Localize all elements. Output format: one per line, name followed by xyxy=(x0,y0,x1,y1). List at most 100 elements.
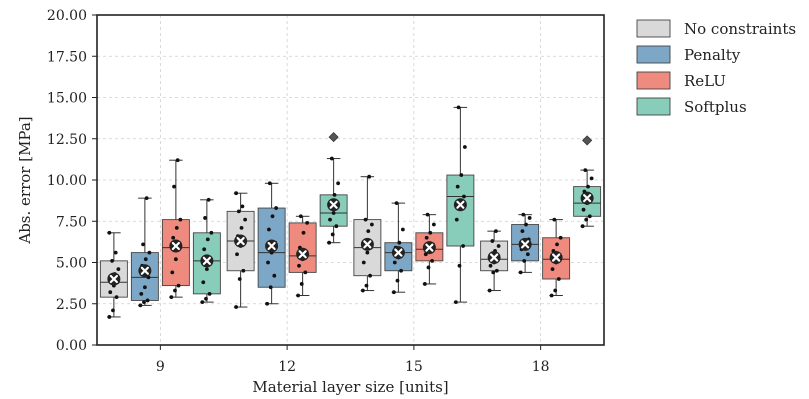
data-point xyxy=(205,237,210,242)
data-point xyxy=(394,201,399,206)
box-relu xyxy=(288,214,317,298)
data-point xyxy=(361,260,366,265)
data-point xyxy=(397,240,402,245)
data-point xyxy=(209,230,214,235)
data-point xyxy=(114,295,119,300)
mean-marker-cross xyxy=(363,240,372,249)
data-point xyxy=(589,176,594,181)
y-tick-label: 20.00 xyxy=(47,8,87,24)
data-point xyxy=(138,303,143,308)
data-point xyxy=(110,258,114,263)
data-point xyxy=(268,285,273,290)
data-point xyxy=(236,209,241,214)
box-penalty xyxy=(511,212,540,275)
box-no-constraints xyxy=(226,191,255,309)
legend-item: No constraints xyxy=(636,19,796,38)
mean-marker-cross xyxy=(140,266,149,275)
legend-item: Penalty xyxy=(636,45,741,64)
data-point xyxy=(368,273,372,278)
data-point xyxy=(204,296,208,301)
data-point xyxy=(334,224,339,229)
data-point xyxy=(169,295,174,300)
data-point xyxy=(488,263,493,268)
data-point xyxy=(552,217,557,222)
data-point xyxy=(521,212,526,217)
data-point xyxy=(108,290,113,295)
legend-swatch xyxy=(636,19,671,38)
mean-marker-cross xyxy=(298,250,307,259)
box-no-constraints xyxy=(353,174,382,293)
data-point xyxy=(175,158,180,163)
box-softplus xyxy=(192,197,221,304)
mean-marker-cross xyxy=(583,194,592,203)
plot-data xyxy=(99,105,602,319)
data-point xyxy=(303,270,308,275)
data-point xyxy=(491,270,496,275)
x-axis-title: Material layer size [units] xyxy=(252,378,448,396)
data-point xyxy=(145,298,150,303)
data-point xyxy=(296,293,301,298)
y-tick-label: 10.00 xyxy=(47,173,87,189)
data-point xyxy=(395,278,400,283)
data-point xyxy=(391,290,396,295)
y-axis-title: Abs. error [MPa] xyxy=(16,116,34,244)
mean-marker-cross xyxy=(394,248,403,257)
data-point xyxy=(426,265,431,270)
x-tick-label: 12 xyxy=(278,359,296,375)
y-tick-label: 12.50 xyxy=(47,132,87,148)
y-tick-label: 2.50 xyxy=(56,297,87,313)
data-point xyxy=(239,225,244,230)
data-point xyxy=(265,301,270,306)
data-point xyxy=(141,242,145,247)
data-point xyxy=(549,293,554,298)
data-point xyxy=(173,257,178,262)
y-tick-label: 15.00 xyxy=(47,91,87,107)
data-point xyxy=(392,260,397,265)
data-point xyxy=(550,267,555,271)
data-point xyxy=(171,235,176,240)
data-point xyxy=(558,235,563,240)
mean-marker-cross xyxy=(456,200,465,209)
data-point xyxy=(428,230,433,235)
data-point xyxy=(172,184,176,189)
data-point xyxy=(234,191,239,196)
data-point xyxy=(332,192,337,197)
data-point xyxy=(144,196,149,201)
data-point xyxy=(556,277,561,281)
mean-marker-cross xyxy=(425,243,434,252)
data-point xyxy=(336,181,341,186)
data-point xyxy=(527,216,532,220)
data-point xyxy=(328,217,332,222)
data-point xyxy=(142,285,147,290)
x-axis: 9 12 15 18 xyxy=(156,345,550,375)
box-no-constraints xyxy=(99,230,128,319)
legend-swatch xyxy=(636,71,671,90)
data-point xyxy=(457,263,462,268)
data-point xyxy=(111,308,115,313)
data-point xyxy=(301,230,306,235)
data-point xyxy=(364,283,369,288)
mean-marker-cross xyxy=(267,241,276,251)
data-point xyxy=(270,214,275,219)
data-point xyxy=(206,197,211,202)
data-point xyxy=(454,217,459,222)
data-point xyxy=(173,288,177,293)
mean-marker-cross xyxy=(109,274,118,284)
data-point xyxy=(329,156,334,161)
mean-marker-cross xyxy=(202,256,211,265)
data-point xyxy=(274,206,279,210)
mean-marker-cross xyxy=(236,236,245,246)
data-point xyxy=(116,267,121,271)
data-point xyxy=(366,229,371,234)
x-tick-label: 9 xyxy=(156,359,165,375)
legend-item: ReLU xyxy=(636,71,726,90)
legend-item: Softplus xyxy=(636,97,747,116)
data-point xyxy=(431,222,436,227)
x-tick-label: 18 xyxy=(532,359,550,375)
box-penalty xyxy=(130,196,159,308)
data-point xyxy=(299,282,304,286)
data-point xyxy=(369,222,374,227)
data-point xyxy=(524,222,528,227)
data-point xyxy=(580,224,585,229)
